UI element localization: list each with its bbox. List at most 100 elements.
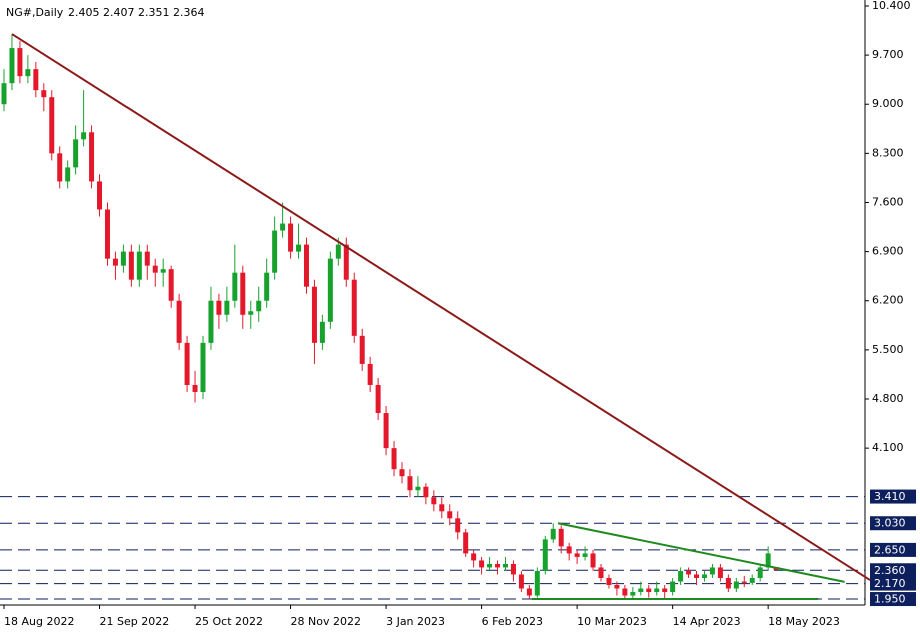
candle-body — [73, 139, 79, 168]
candle-body — [510, 563, 516, 575]
level-label-box — [870, 576, 916, 591]
candle-body — [383, 413, 389, 449]
candle-body — [495, 563, 501, 568]
candle-body — [351, 279, 357, 336]
candle-body — [447, 511, 453, 519]
candle-body — [614, 584, 620, 589]
candle-body — [590, 553, 596, 568]
candle-body — [17, 48, 23, 77]
y-tick-label: 6.200 — [872, 294, 904, 307]
header: NG#,Daily 2.405 2.407 2.351 2.364 — [6, 6, 205, 19]
candle-body — [240, 272, 246, 315]
candle-body — [471, 553, 477, 561]
candle-body — [120, 251, 126, 266]
candle-body — [65, 167, 71, 182]
candle-body — [335, 244, 341, 259]
candle-body — [542, 539, 548, 571]
candle-body — [25, 69, 31, 77]
ohlc-low: 2.351 — [138, 6, 170, 19]
level-label-box — [870, 563, 916, 578]
candle-body — [248, 311, 254, 315]
candle-body — [343, 244, 349, 280]
candle-body — [296, 244, 302, 252]
candle-body — [136, 251, 142, 280]
candle-body — [463, 532, 469, 554]
candle-body — [232, 272, 238, 301]
candle-body — [622, 588, 628, 596]
candle-body — [303, 244, 309, 287]
candle-body — [367, 363, 373, 385]
candle-body — [41, 90, 47, 98]
candle-body — [327, 258, 333, 322]
candle-body — [502, 563, 508, 568]
candle-body — [534, 570, 540, 596]
candle-body — [725, 577, 731, 589]
candle-body — [81, 132, 87, 140]
candle-body — [33, 69, 39, 91]
level-label: 3.030 — [874, 517, 906, 530]
level-label: 2.170 — [874, 577, 906, 590]
y-tick-label: 9.000 — [872, 97, 904, 110]
candle-body — [574, 553, 580, 557]
ohlc-close: 2.364 — [173, 6, 205, 19]
candle-body — [97, 181, 103, 210]
candle-body — [558, 528, 564, 547]
candle-body — [128, 251, 134, 280]
y-tick-label: 5.500 — [872, 343, 904, 356]
level-label-box — [870, 516, 916, 531]
y-tick-label: 4.800 — [872, 392, 904, 405]
candle-body — [359, 335, 365, 364]
candle-body — [9, 48, 15, 84]
candle-body — [741, 581, 747, 583]
candle-body — [224, 300, 230, 315]
candle-body — [566, 546, 572, 554]
candle-body — [399, 469, 405, 477]
candle-body — [288, 223, 294, 252]
level-label-box — [870, 542, 916, 557]
x-tick-label: 25 Oct 2022 — [195, 615, 263, 628]
x-tick-label: 6 Feb 2023 — [482, 615, 543, 628]
candle-body — [280, 223, 286, 231]
level-label-box — [870, 489, 916, 504]
ohlc-open: 2.405 — [68, 6, 100, 19]
candle-body — [701, 574, 707, 578]
candle-body — [630, 592, 636, 596]
candle-body — [749, 577, 755, 583]
candle-body — [176, 300, 182, 343]
candle-body — [526, 588, 532, 596]
y-tick-label: 7.600 — [872, 195, 904, 208]
candle-body — [439, 504, 445, 512]
y-tick-label: 9.700 — [872, 48, 904, 61]
candle-body — [415, 486, 421, 491]
candle-body — [709, 567, 715, 575]
candle-body — [662, 588, 668, 593]
candle-body — [200, 342, 206, 392]
candle-body — [407, 476, 413, 491]
y-tick-label: 10.400 — [872, 0, 911, 12]
candle-body — [391, 448, 397, 470]
x-tick-label: 18 May 2023 — [768, 615, 840, 628]
candle-body — [550, 528, 556, 540]
level-label: 2.650 — [874, 543, 906, 556]
candle-body — [717, 567, 723, 578]
candle-body — [423, 486, 429, 498]
symbol: NG#,Daily — [6, 6, 64, 19]
candle-body — [733, 581, 739, 589]
candle-body — [152, 265, 158, 273]
x-tick-label: 28 Nov 2022 — [291, 615, 361, 628]
candle-body — [49, 97, 55, 154]
candle-body — [694, 574, 700, 578]
y-tick-label: 4.100 — [872, 441, 904, 454]
x-tick-label: 10 Mar 2023 — [577, 615, 647, 628]
candle-body — [89, 132, 95, 182]
candle-body — [256, 300, 262, 312]
candle-body — [264, 272, 270, 301]
x-tick-label: 14 Apr 2023 — [673, 615, 741, 628]
candle-body — [431, 497, 437, 505]
level-label-box — [870, 592, 916, 607]
x-tick-label: 18 Aug 2022 — [4, 615, 74, 628]
candle-body — [638, 588, 644, 593]
candle-body — [479, 560, 485, 568]
candle-body — [765, 553, 771, 568]
